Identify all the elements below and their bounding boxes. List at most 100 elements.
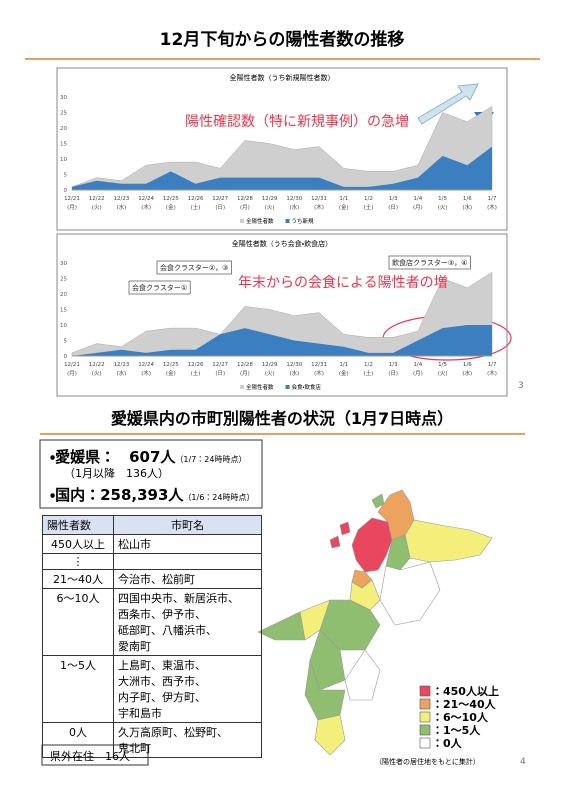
legend-label: 全陽性者数 [246, 217, 274, 225]
x-tick-label: 12/30 [286, 196, 302, 202]
legend-label: ：21〜40人 [432, 698, 497, 711]
x-tick-label: 12/29 [262, 196, 278, 202]
x-tick-sublabel: (月) [67, 204, 77, 211]
names-line: 愛南町 [118, 640, 151, 653]
x-tick-sublabel: (火) [265, 371, 275, 377]
count-cell: ⋮ [42, 553, 114, 570]
x-tick-sublabel: (日) [388, 370, 398, 377]
x-tick-label: 1/1 [339, 362, 348, 368]
legend-swatch [240, 219, 244, 223]
names-cell: 四国中央市、新居浜市、 西条市、伊予市、 砥部町、八幡浜市、 愛南町 [113, 588, 262, 656]
x-tick-sublabel: (木) [314, 369, 324, 377]
annotation: 会食クラスター① [132, 283, 187, 292]
map-note: （陽性者の居住地をもとに集計） [375, 757, 480, 766]
page-title: 12月下旬からの陽性者数の推移 [160, 29, 405, 50]
x-tick-sublabel: (土) [364, 369, 374, 377]
x-tick-sublabel: (水) [117, 369, 127, 377]
count: 258,393人 [100, 486, 184, 504]
chart-frame [56, 233, 508, 397]
map-region [385, 534, 411, 571]
map-region [257, 611, 306, 641]
y-tick-label: 30 [60, 261, 67, 267]
x-tick-label: 1/7 [488, 362, 497, 368]
x-tick-sublabel: (月) [413, 370, 423, 377]
legend-swatch [419, 685, 431, 697]
names-cell: 上島町、東温市、 大洲市、西予市、 内子町、伊方町、 宇和島市 [113, 655, 262, 723]
x-tick-label: 12/22 [89, 196, 105, 202]
map-region [351, 517, 393, 573]
x-tick-label: 1/3 [389, 362, 398, 368]
table-row: ⋮ [42, 553, 262, 570]
x-tick-label: 12/27 [212, 196, 228, 202]
label: ・国内： [50, 486, 101, 504]
map-region [329, 535, 341, 549]
chart-frame [56, 67, 508, 231]
map-region [379, 561, 441, 626]
map-region [371, 493, 385, 509]
x-tick-sublabel: (木) [487, 369, 497, 377]
area [71, 271, 493, 357]
legend-swatch [285, 385, 290, 389]
note: （1/7：24時時点） [175, 455, 247, 464]
area [72, 325, 492, 356]
count-cell: 1〜5人 [42, 655, 114, 723]
table-row: 6〜10人 四国中央市、新居浜市、 西条市、伊予市、 砥部町、八幡浜市、 愛南町 [42, 588, 262, 656]
x-tick-label: 12/28 [237, 196, 253, 202]
x-tick-sublabel: (月) [240, 370, 250, 377]
summary-line: （1月以降 136人） [64, 467, 169, 480]
legend-label: ：1〜5人 [432, 724, 481, 737]
x-tick-sublabel: (月) [413, 204, 423, 211]
table-row: 1〜5人 上島町、東温市、 大洲市、西予市、 内子町、伊方町、 宇和島市 [42, 655, 262, 723]
x-tick-sublabel: (火) [438, 371, 448, 377]
y-tick-label: 10 [60, 157, 67, 163]
count-cell: 6〜10人 [42, 588, 114, 656]
x-tick-label: 12/27 [212, 362, 228, 368]
x-tick-sublabel: (水) [289, 369, 299, 377]
x-tick-label: 12/23 [113, 362, 129, 368]
x-tick-label: 1/4 [413, 196, 422, 202]
table-row: 21〜40人 今治市、松前町 [42, 569, 262, 589]
arrow [417, 83, 479, 125]
header-cell: 市町名 [113, 515, 262, 535]
names-line: 上島町、東温市、 [118, 659, 206, 672]
table-row: 0人 久万高原町、松野町、 鬼北町 [42, 722, 262, 758]
count-cell: 450人以上 [42, 534, 114, 554]
names-line: 四国中央市、新居浜市、 [118, 592, 239, 605]
names-line: 砥部町、八幡浜市、 [118, 624, 217, 637]
x-tick-sublabel: (水) [117, 203, 127, 211]
x-tick-label: 12/31 [311, 362, 327, 368]
area [71, 105, 493, 191]
x-tick-sublabel: (日) [388, 204, 398, 211]
x-tick-label: 12/30 [286, 362, 302, 368]
header-cell: 陽性者数 [42, 515, 114, 535]
x-tick-label: 12/25 [163, 362, 179, 368]
x-tick-sublabel: (火) [92, 205, 102, 211]
x-tick-sublabel: (金) [339, 203, 349, 211]
legend-swatch [419, 737, 431, 749]
x-tick-sublabel: (金) [166, 369, 176, 377]
summary-box [39, 439, 263, 509]
names-line: 松山市 [118, 538, 151, 551]
y-tick-label: 10 [60, 323, 67, 329]
x-tick-sublabel: (火) [265, 205, 275, 211]
count-cell: 0人 [42, 722, 114, 758]
annotation-box [128, 280, 191, 295]
x-tick-label: 1/4 [413, 362, 422, 368]
x-tick-sublabel: (水) [462, 369, 472, 377]
legend-label: 全陽性者数 [246, 383, 274, 391]
page-number: 3 [518, 381, 524, 391]
map [257, 489, 493, 756]
outside-count: 県外在住 16人 [50, 750, 130, 763]
x-tick-label: 1/7 [488, 196, 497, 202]
x-tick-sublabel: (日) [215, 370, 225, 377]
map-region [309, 629, 346, 691]
x-tick-label: 12/28 [237, 362, 253, 368]
names-line: 内子町、伊方町、 [118, 691, 206, 704]
x-tick-label: 12/21 [64, 196, 80, 202]
x-tick-label: 12/26 [188, 362, 204, 368]
x-tick-label: 1/6 [463, 362, 472, 368]
annotation: 会食クラスター②，③ [160, 263, 228, 272]
y-tick-label: 25 [60, 111, 67, 117]
y-tick-label: 5 [64, 173, 68, 179]
